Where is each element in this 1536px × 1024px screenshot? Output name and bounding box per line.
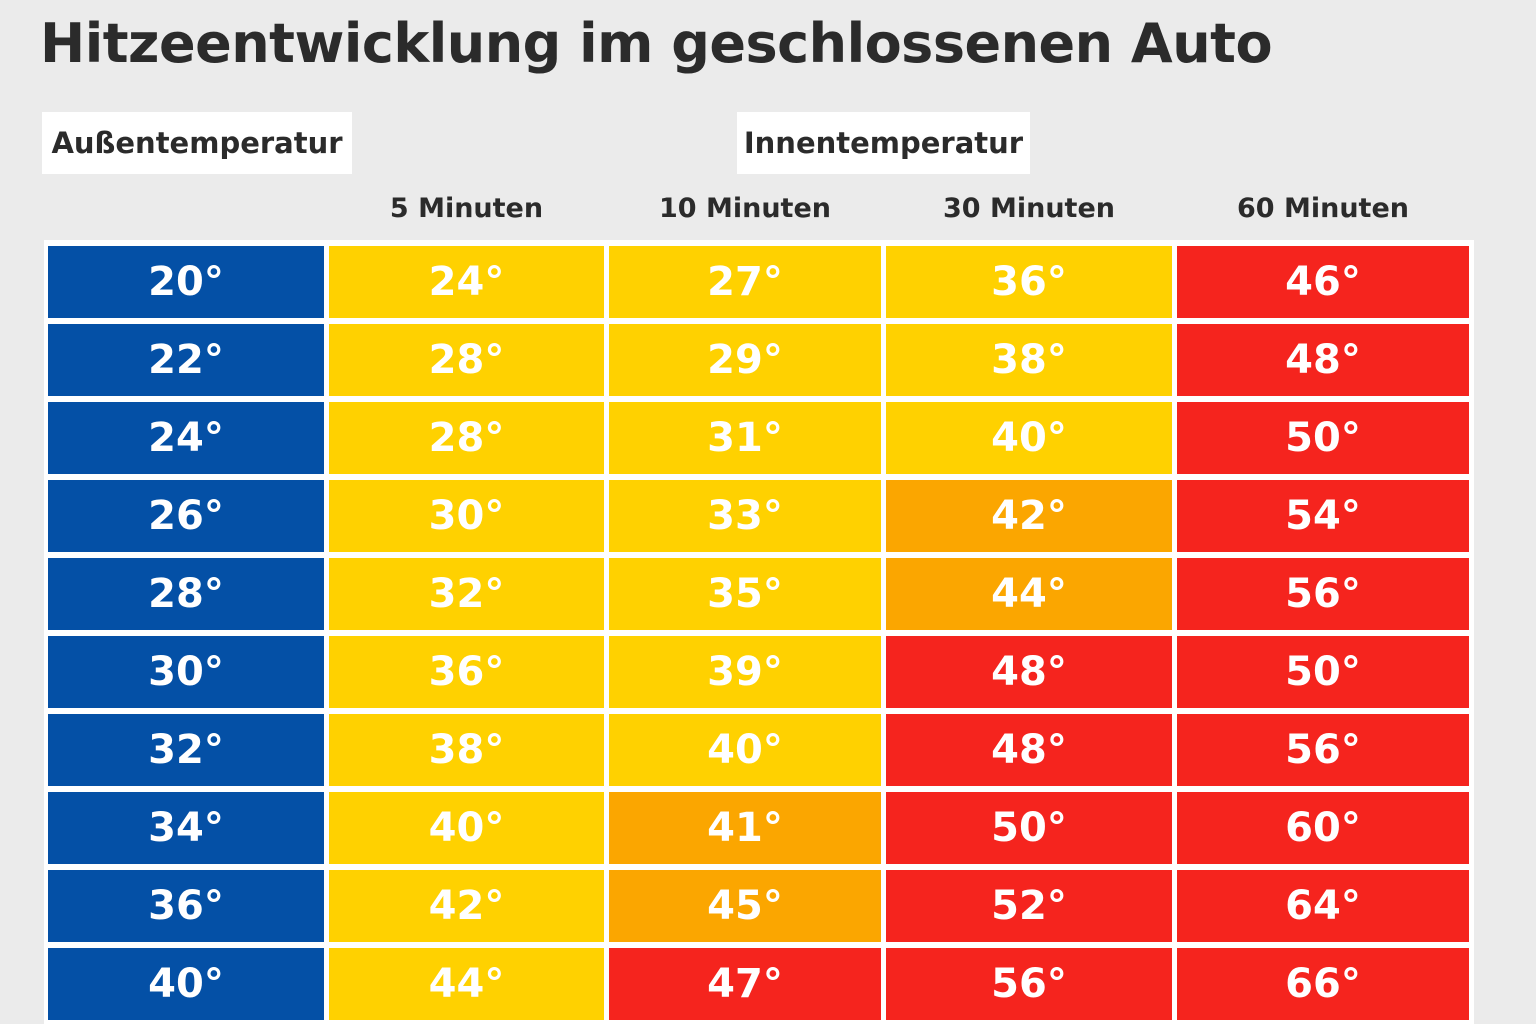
inside-temperature-cell: 50°: [1177, 402, 1469, 474]
page-title: Hitzeentwicklung im geschlossenen Auto: [40, 12, 1273, 75]
outside-temperature-cell: 22°: [48, 324, 324, 396]
inside-temperature-cell: 44°: [329, 948, 604, 1020]
inside-temperature-cell: 32°: [329, 558, 604, 630]
outside-temperature-cell: 28°: [48, 558, 324, 630]
inside-temperature-cell: 36°: [329, 636, 604, 708]
outside-temperature-cell: 40°: [48, 948, 324, 1020]
column-header: 60 Minuten: [1237, 192, 1409, 224]
inside-temperature-cell: 39°: [609, 636, 881, 708]
inside-temperature-cell: 40°: [886, 402, 1172, 474]
inside-temperature-cell: 48°: [886, 636, 1172, 708]
inside-temperature-cell: 38°: [329, 714, 604, 786]
inside-temperature-cell: 50°: [1177, 636, 1469, 708]
inside-temperature-cell: 30°: [329, 480, 604, 552]
inside-temperature-cell: 36°: [886, 246, 1172, 318]
inside-temperature-cell: 64°: [1177, 870, 1469, 942]
inside-temperature-cell: 42°: [886, 480, 1172, 552]
outside-temperature-cell: 26°: [48, 480, 324, 552]
outside-temperature-cell: 34°: [48, 792, 324, 864]
outside-temperature-cell: 20°: [48, 246, 324, 318]
inside-temperature-cell: 48°: [1177, 324, 1469, 396]
column-header: 30 Minuten: [943, 192, 1115, 224]
outside-temperature-cell: 24°: [48, 402, 324, 474]
inside-temperature-cell: 52°: [886, 870, 1172, 942]
inside-temperature-cell: 66°: [1177, 948, 1469, 1020]
inside-temperature-cell: 56°: [886, 948, 1172, 1020]
inside-temperature-cell: 46°: [1177, 246, 1469, 318]
inside-temperature-cell: 40°: [329, 792, 604, 864]
inside-temperature-cell: 31°: [609, 402, 881, 474]
outside-temperature-cell: 36°: [48, 870, 324, 942]
column-headers: 5 Minuten 10 Minuten 30 Minuten 60 Minuten: [46, 186, 1472, 230]
temperature-table: 20° 24° 27° 36° 46° 22° 28° 29° 38° 48° 24° 28° 31° 4…: [44, 240, 1474, 1024]
inside-temperature-cell: 47°: [609, 948, 881, 1020]
inside-temperature-cell: 48°: [886, 714, 1172, 786]
inside-temperature-cell: 28°: [329, 324, 604, 396]
inside-temperature-cell: 33°: [609, 480, 881, 552]
outside-temperature-label: Außentemperatur: [42, 112, 352, 174]
column-header: 5 Minuten: [389, 192, 544, 224]
inside-temperature-label: Innentemperatur: [737, 112, 1030, 174]
inside-temperature-cell: 45°: [609, 870, 881, 942]
inside-temperature-cell: 38°: [886, 324, 1172, 396]
inside-temperature-cell: 29°: [609, 324, 881, 396]
inside-temperature-cell: 50°: [886, 792, 1172, 864]
inside-temperature-cell: 56°: [1177, 714, 1469, 786]
inside-temperature-cell: 54°: [1177, 480, 1469, 552]
inside-temperature-cell: 44°: [886, 558, 1172, 630]
inside-temperature-cell: 28°: [329, 402, 604, 474]
inside-temperature-cell: 27°: [609, 246, 881, 318]
inside-temperature-cell: 35°: [609, 558, 881, 630]
inside-temperature-cell: 41°: [609, 792, 881, 864]
column-header: 10 Minuten: [659, 192, 831, 224]
inside-temperature-cell: 24°: [329, 246, 604, 318]
inside-temperature-cell: 42°: [329, 870, 604, 942]
outside-temperature-cell: 30°: [48, 636, 324, 708]
inside-temperature-cell: 56°: [1177, 558, 1469, 630]
inside-temperature-cell: 40°: [609, 714, 881, 786]
outside-temperature-cell: 32°: [48, 714, 324, 786]
inside-temperature-cell: 60°: [1177, 792, 1469, 864]
